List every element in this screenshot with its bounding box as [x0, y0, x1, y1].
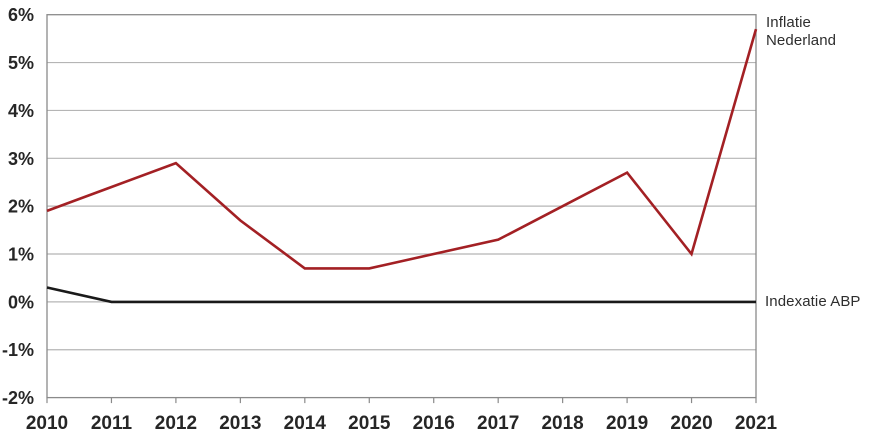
y-axis-label: 1%	[8, 245, 34, 265]
series-label-indexatie-abp: Indexatie ABP	[765, 293, 861, 310]
plot-border	[46, 14, 757, 399]
y-axis-label: 2%	[8, 197, 34, 217]
series-line-inflatie-nederland	[46, 28, 758, 270]
y-axis-label: 6%	[8, 5, 34, 25]
series-line-indexatie-abp	[46, 286, 756, 304]
x-axis-label: 2018	[541, 413, 583, 434]
x-axis-label: 2020	[670, 413, 712, 434]
series-label-inflatie-nederland: Inflatie Nederland	[766, 14, 837, 49]
x-axis-label: 2012	[155, 413, 197, 434]
y-axis-label: 5%	[8, 53, 34, 73]
y-axis-label: 0%	[8, 292, 34, 312]
y-axis-label: 4%	[8, 101, 34, 121]
x-axis-label: 2014	[284, 413, 327, 434]
x-axis-label: 2017	[477, 413, 519, 434]
y-axis-label: -2%	[2, 388, 34, 408]
x-axis-label: 2011	[91, 413, 133, 434]
x-axis-label: 2015	[348, 413, 391, 434]
x-axis-label: 2019	[606, 413, 648, 434]
x-axis-label: 2016	[413, 413, 455, 434]
x-axis-label: 2013	[219, 413, 261, 434]
x-axis-label: 2010	[26, 413, 68, 434]
y-axis-label: 3%	[8, 149, 34, 169]
x-axis-label: 2021	[735, 413, 778, 434]
y-axis-label: -1%	[2, 340, 34, 360]
